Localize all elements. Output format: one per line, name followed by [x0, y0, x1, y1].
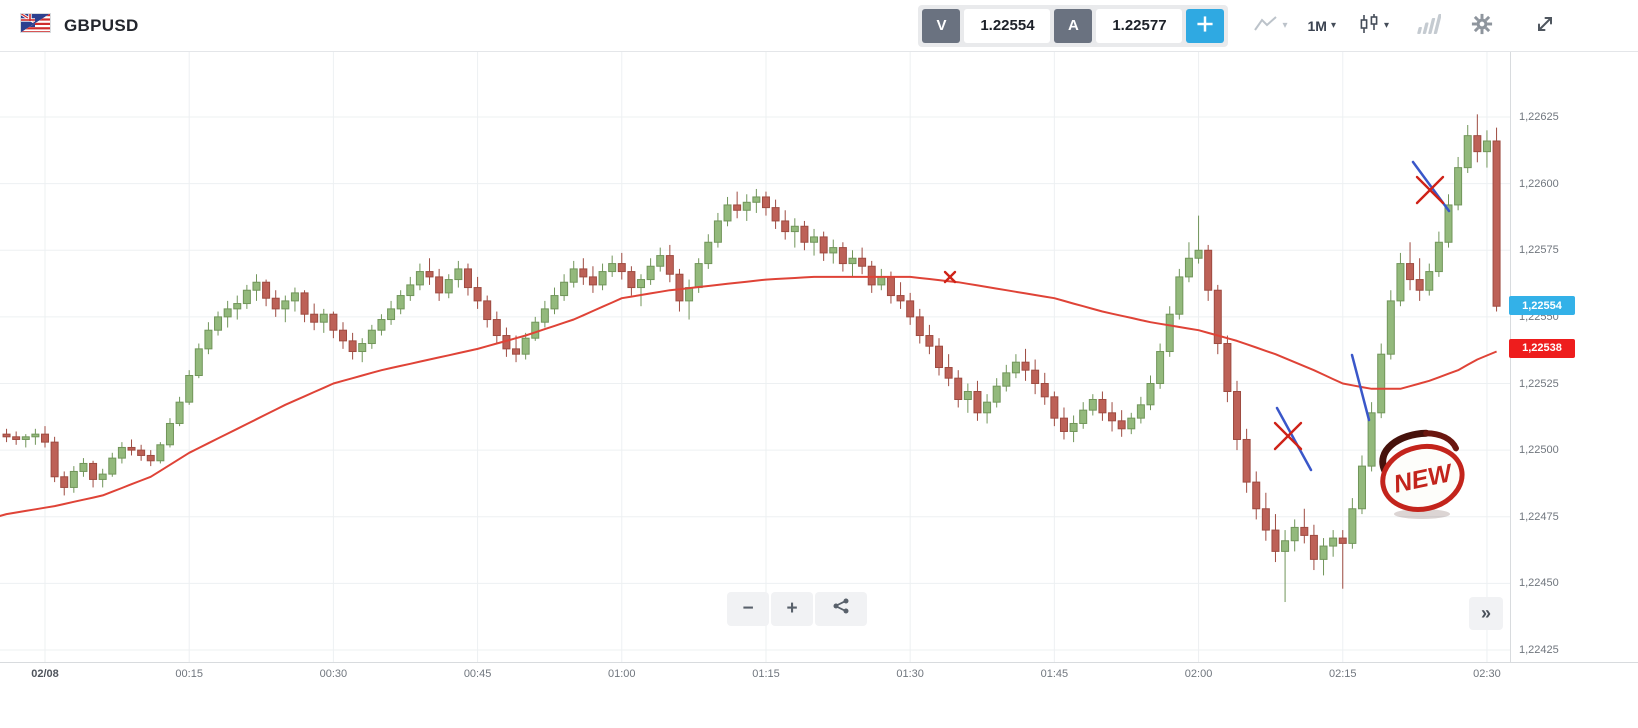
quote-group: V 1.22554 A 1.22577 — [918, 4, 1229, 47]
signal-bars-icon — [1415, 14, 1442, 37]
price-axis[interactable]: 1,22625 1,22600 1,22575 1,22550 1,22525 1,225… — [1511, 52, 1638, 662]
price-tick-label: 1,22575 — [1519, 244, 1559, 257]
bid-value: 1.22554 — [964, 8, 1051, 43]
time-axis[interactable]: 02/08 00:15 00:30 00:45 01:00 01:15 01:30 01:45… — [0, 668, 1510, 692]
crosshair-icon — [1196, 15, 1214, 36]
price-tick-label: 1,22425 — [1519, 644, 1559, 656]
price-tick-label: 1,22600 — [1519, 177, 1559, 190]
time-tick-label: 02:30 — [1473, 668, 1501, 680]
share-button[interactable] — [815, 592, 867, 626]
header: GBPUSD V 1.22554 A 1.22577 — [0, 0, 1638, 52]
time-tick-label: 02:00 — [1184, 668, 1213, 680]
candlestick-chart[interactable] — [0, 52, 1510, 662]
time-tick-label: 00:30 — [319, 668, 348, 680]
collapse-panel-button[interactable]: » — [1469, 597, 1503, 630]
signals-button[interactable] — [1415, 14, 1442, 37]
ma-price-badge: 1,22538 — [1509, 338, 1575, 358]
crosshair-button[interactable] — [1186, 8, 1225, 43]
chart-type-button[interactable]: ▾ — [1254, 15, 1287, 36]
gbpusd-flag-icon — [19, 11, 51, 38]
time-tick-label: 01:00 — [608, 668, 636, 680]
ask-button[interactable]: A — [1054, 8, 1093, 43]
time-tick-label: 01:45 — [1040, 668, 1069, 680]
gear-icon — [1471, 13, 1493, 38]
price-tick-label: 1,22475 — [1519, 510, 1559, 523]
zoom-in-button[interactable]: + — [771, 592, 813, 626]
zoom-controls: − + — [727, 592, 867, 626]
chart-area[interactable] — [0, 52, 1510, 662]
line-chart-icon — [1254, 15, 1278, 36]
chevron-down-icon: ▾ — [1282, 20, 1288, 31]
chevron-down-icon: ▾ — [1383, 20, 1389, 31]
timeframe-button[interactable]: 1M ▾ — [1307, 18, 1335, 34]
timeframe-label: 1M — [1307, 17, 1327, 34]
price-tick-label: 1,22450 — [1519, 577, 1559, 590]
settings-button[interactable] — [1471, 13, 1493, 38]
price-tick-label: 1,22625 — [1519, 111, 1559, 123]
time-tick-label: 00:45 — [463, 668, 492, 680]
time-axis-divider — [0, 662, 1638, 663]
zoom-out-button[interactable]: − — [727, 592, 769, 626]
share-icon — [831, 596, 851, 622]
symbol-title: GBPUSD — [64, 15, 139, 35]
chevron-down-icon: ▾ — [1330, 20, 1336, 31]
time-tick-label: 00:15 — [175, 668, 203, 680]
price-tick-label: 1,22500 — [1519, 444, 1559, 457]
candles-icon — [1358, 14, 1380, 37]
expand-arrows-icon — [1535, 14, 1555, 37]
indicators-button[interactable]: ▾ — [1358, 14, 1389, 37]
header-toolbar: V 1.22554 A 1.22577 — [918, 4, 1638, 47]
ask-value: 1.22577 — [1096, 8, 1183, 43]
time-tick-label: 02/08 — [31, 668, 59, 680]
time-tick-label: 01:15 — [752, 668, 780, 680]
symbol-block: GBPUSD — [0, 11, 139, 38]
time-tick-label: 02:15 — [1328, 668, 1357, 680]
fullscreen-button[interactable] — [1535, 14, 1555, 37]
price-tick-label: 1,22525 — [1519, 377, 1559, 390]
current-price-badge: 1,22554 — [1509, 296, 1575, 316]
bid-button[interactable]: V — [922, 8, 961, 43]
time-tick-label: 01:30 — [896, 668, 924, 680]
new-sticker: NEW — [1375, 428, 1469, 524]
